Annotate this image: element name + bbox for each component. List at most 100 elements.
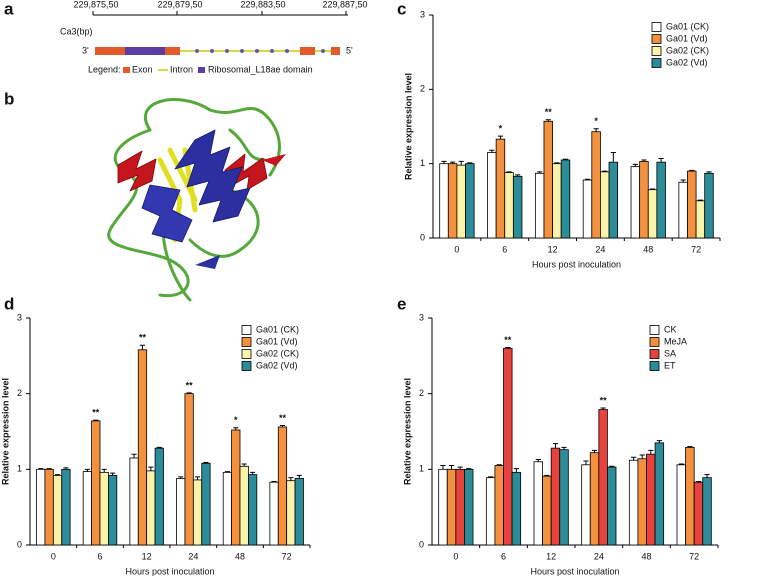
exon xyxy=(300,47,315,55)
protein-structure xyxy=(107,98,286,302)
legend-label: Ribosomal_L18ae domain xyxy=(208,64,313,74)
scale-label: 229,883,50 xyxy=(240,0,285,9)
significance: ** xyxy=(279,413,287,423)
bar xyxy=(82,471,92,546)
error-bar xyxy=(593,128,599,132)
x-tick-label: 6 xyxy=(502,244,507,254)
error-bar xyxy=(489,149,495,153)
significance: * xyxy=(234,415,238,425)
error-bar xyxy=(632,163,638,167)
legend-swatch xyxy=(649,349,660,359)
legend-swatch xyxy=(123,67,130,73)
error-bar xyxy=(639,454,645,459)
intron-dots xyxy=(195,49,325,53)
x-tick-label: 0 xyxy=(51,551,56,561)
error-bar xyxy=(458,160,464,166)
error-bar xyxy=(288,477,294,481)
error-bar xyxy=(203,462,209,464)
error-bar xyxy=(689,169,695,172)
bar xyxy=(464,468,474,546)
error-bar xyxy=(233,427,239,430)
scale-label: 229,879,50 xyxy=(157,0,202,9)
panel-label: d xyxy=(4,294,14,313)
x-tick-label: 12 xyxy=(142,551,152,561)
bar xyxy=(91,420,101,546)
bar xyxy=(582,179,593,239)
panel-label: c xyxy=(397,0,406,18)
domain xyxy=(125,47,165,55)
bar xyxy=(192,479,203,546)
error-bar xyxy=(450,161,456,164)
y-tick-label: 1 xyxy=(420,158,425,168)
bar xyxy=(559,449,569,546)
exon xyxy=(95,47,125,55)
bar xyxy=(702,477,712,546)
bar xyxy=(511,471,522,546)
error-bar xyxy=(55,474,61,476)
bar xyxy=(137,349,148,546)
x-tick-label: 48 xyxy=(643,244,653,254)
bar xyxy=(487,152,497,239)
error-bar xyxy=(641,159,647,162)
error-bar xyxy=(591,449,598,453)
bar xyxy=(560,159,571,239)
error-bar xyxy=(545,119,551,122)
error-bar xyxy=(562,158,569,160)
x-axis-label: Hours post inoculation xyxy=(530,566,619,576)
bar xyxy=(630,166,641,239)
error-bar xyxy=(186,392,192,394)
error-bar xyxy=(602,170,608,172)
bar xyxy=(503,347,513,546)
error-bar xyxy=(148,466,154,471)
error-bar xyxy=(704,474,710,478)
bar xyxy=(247,474,258,546)
bar xyxy=(534,172,545,239)
exon xyxy=(165,47,180,55)
x-tick-label: 6 xyxy=(501,551,506,561)
bar xyxy=(676,464,686,546)
error-bar xyxy=(609,465,615,468)
legend-swatch xyxy=(651,34,662,44)
legend-swatch xyxy=(649,337,660,347)
axis-label: Ca3(bp) xyxy=(60,26,93,36)
bar xyxy=(504,172,514,239)
error-bar xyxy=(648,449,654,455)
y-tick-label: 2 xyxy=(419,388,424,398)
legend-label: Ga01 (Vd) xyxy=(666,33,708,43)
error-bar xyxy=(441,160,447,164)
error-bar xyxy=(687,446,693,448)
bar xyxy=(201,462,211,546)
legend-swatch xyxy=(241,361,252,371)
legend-label: Ga02 (CK) xyxy=(666,45,709,55)
bar xyxy=(685,446,695,546)
significance: * xyxy=(499,124,503,134)
legend-swatch xyxy=(649,361,660,371)
error-bar xyxy=(505,347,511,349)
bar xyxy=(654,442,665,546)
error-bar xyxy=(496,464,502,466)
bar xyxy=(176,478,186,546)
bar xyxy=(639,161,649,239)
error-bar xyxy=(584,178,591,181)
x-axis-label: Hours post inoculation xyxy=(532,259,621,269)
x-axis-label: Hours post inoculation xyxy=(125,566,214,576)
end-label: 5' xyxy=(346,45,353,55)
error-bar xyxy=(457,466,463,470)
y-tick-label: 0 xyxy=(17,539,22,549)
bar xyxy=(693,481,704,546)
bar xyxy=(628,459,639,546)
bar xyxy=(447,163,458,239)
bar xyxy=(146,470,156,546)
legend-label: MeJA xyxy=(664,336,687,346)
legend-swatch xyxy=(241,337,252,347)
error-bar xyxy=(515,174,521,177)
error-bar xyxy=(544,474,550,477)
bar xyxy=(439,163,449,239)
error-bar xyxy=(84,468,90,472)
bar xyxy=(231,429,241,546)
error-bar xyxy=(131,453,137,458)
legend-label: Ga01 (CK) xyxy=(256,324,299,334)
error-bar xyxy=(448,465,455,470)
legend-swatch xyxy=(649,325,660,335)
